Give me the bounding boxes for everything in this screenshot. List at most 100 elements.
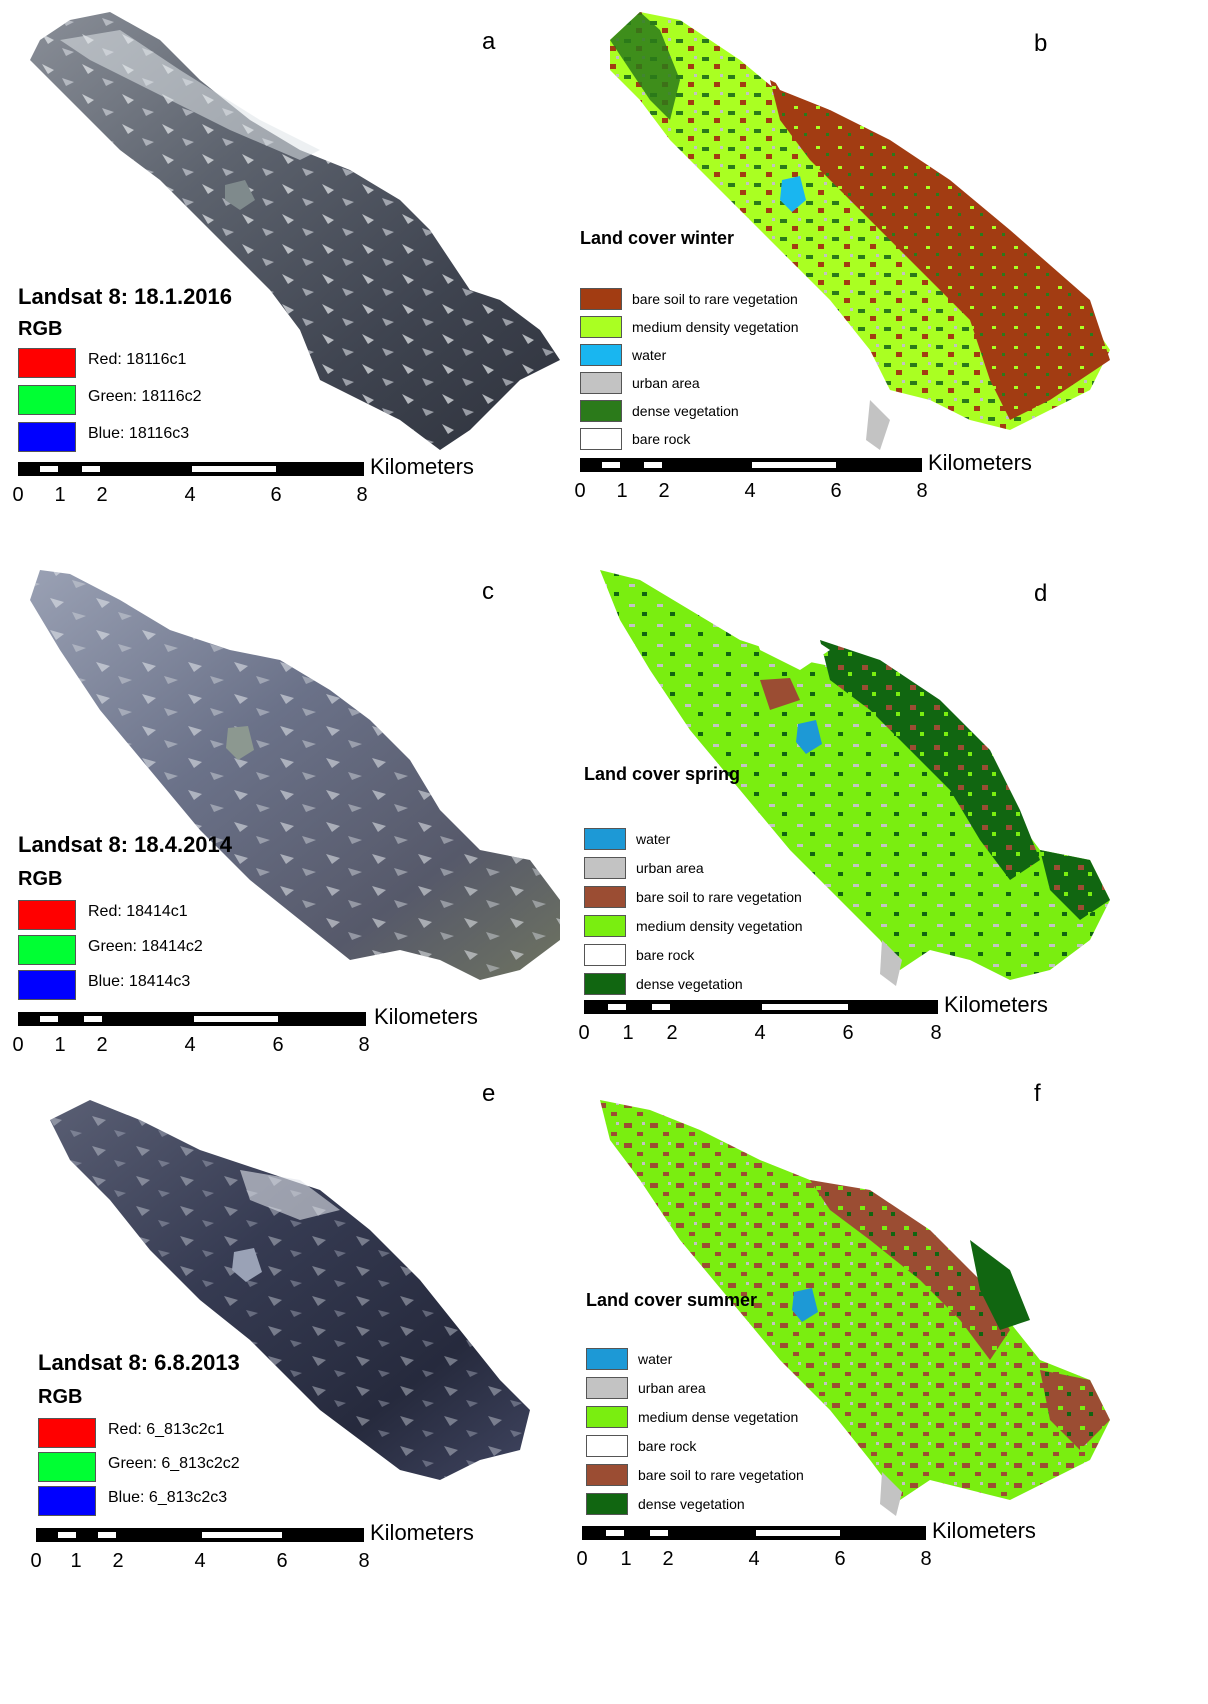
legend-swatch [584, 973, 626, 995]
scale-tick: 4 [748, 1548, 760, 1570]
legend-label: water [632, 347, 667, 363]
scale-tick: 2 [662, 1548, 674, 1570]
legend-label: water [638, 1351, 673, 1367]
panel-letter: c [482, 578, 494, 605]
scale-tick: 1 [54, 484, 66, 506]
legend-label: urban area [638, 1380, 706, 1396]
legend-label: water [636, 831, 671, 847]
panel-f-landcover-summer: f Land cover summer water urban area med… [570, 1080, 1208, 1704]
legend-swatch [580, 288, 622, 310]
legend-label: medium density vegetation [636, 918, 803, 934]
satellite-date-title: Landsat 8: 6.8.2013 [38, 1350, 240, 1375]
legend-swatch [584, 886, 626, 908]
band-blue-label: Blue: 18414c3 [88, 973, 191, 990]
scale-tick: 8 [356, 484, 368, 506]
legend-swatch [580, 428, 622, 450]
panel-letter: a [482, 28, 496, 55]
scale-tick: 4 [744, 480, 756, 502]
legend-label: dense vegetation [632, 403, 739, 419]
scale-bar: Kilometers 0 1 2 4 6 8 [30, 1520, 506, 1578]
band-green-swatch [38, 1452, 96, 1482]
legend-swatch [580, 344, 622, 366]
scale-tick: 4 [184, 484, 196, 506]
legend-swatch [586, 1435, 628, 1457]
legend-swatch [586, 1348, 628, 1370]
band-green-swatch [18, 935, 76, 965]
scale-tick: 8 [916, 480, 928, 502]
panel-letter: d [1034, 580, 1048, 607]
band-red-label: Red: 18414c1 [88, 903, 188, 920]
landcover-map-f [600, 1100, 1110, 1516]
scale-tick: 1 [620, 1548, 632, 1570]
scale-bar-line [584, 1000, 938, 1014]
legend-swatch [586, 1493, 628, 1515]
band-red-label: Red: 6_813c2c1 [108, 1421, 225, 1438]
satellite-map-a [30, 12, 560, 450]
scale-tick: 2 [666, 1022, 678, 1044]
band-green-swatch [18, 385, 76, 415]
legend-swatch [584, 915, 626, 937]
scale-tick: 2 [96, 484, 108, 506]
scale-tick: 6 [834, 1548, 846, 1570]
satellite-map-e [50, 1100, 530, 1480]
scale-tick: 0 [12, 1034, 24, 1056]
scale-unit: Kilometers [370, 1520, 474, 1545]
rgb-heading: RGB [18, 868, 63, 890]
scale-tick: 2 [112, 1550, 124, 1572]
scale-tick: 6 [270, 484, 282, 506]
scale-unit: Kilometers [932, 1518, 1036, 1543]
scale-bar-line [582, 1526, 926, 1540]
panel-letter: f [1034, 1080, 1041, 1107]
scale-tick: 2 [96, 1034, 108, 1056]
scale-unit: Kilometers [374, 1004, 478, 1029]
legend-label: bare rock [632, 431, 691, 447]
legend-label: bare soil to rare vegetation [636, 889, 802, 905]
legend-swatch [584, 828, 626, 850]
scale-tick: 4 [194, 1550, 206, 1572]
rgb-heading: RGB [18, 318, 63, 340]
scale-tick: 1 [54, 1034, 66, 1056]
scale-tick: 4 [184, 1034, 196, 1056]
band-red-swatch [18, 900, 76, 930]
legend-label: bare soil to rare vegetation [638, 1467, 804, 1483]
scale-tick: 0 [578, 1022, 590, 1044]
legend-swatch [580, 400, 622, 422]
landcover-title: Land cover spring [584, 764, 741, 784]
band-green-label: Green: 18414c2 [88, 938, 203, 955]
legend-label: urban area [632, 375, 700, 391]
legend-swatch [580, 316, 622, 338]
legend-label: medium density vegetation [632, 319, 799, 335]
scale-tick: 2 [658, 480, 670, 502]
scale-tick: 8 [920, 1548, 932, 1570]
legend-swatch [584, 944, 626, 966]
scale-bar: Kilometers 0 1 2 4 6 8 [574, 450, 1060, 508]
scale-tick: 8 [930, 1022, 942, 1044]
scale-unit: Kilometers [928, 450, 1032, 475]
legend-swatch [586, 1406, 628, 1428]
scale-tick: 8 [358, 1034, 370, 1056]
panel-d-landcover-spring: d Land cover spring water urban area bar… [570, 560, 1208, 1080]
scale-bar-line [580, 458, 922, 472]
band-green-label: Green: 6_813c2c2 [108, 1455, 240, 1472]
scale-tick: 0 [30, 1550, 42, 1572]
scale-tick: 0 [576, 1548, 588, 1570]
panel-letter: b [1034, 30, 1048, 57]
panel-e-satellite-summer: e Landsat 8: 6.8.2013 RGB Red: 6_813c2c1… [0, 1080, 604, 1704]
rgb-heading: RGB [38, 1386, 83, 1408]
band-red-label: Red: 18116c1 [88, 351, 187, 368]
legend-swatch [584, 857, 626, 879]
scale-bar: Kilometers 0 1 2 4 6 8 [12, 454, 488, 512]
scale-bar-line [36, 1528, 364, 1542]
landcover-map-b [610, 12, 1110, 450]
band-blue-label: Blue: 18116c3 [88, 425, 190, 442]
scale-bar-line [18, 1012, 366, 1026]
band-blue-label: Blue: 6_813c2c3 [108, 1489, 228, 1506]
scale-tick: 0 [12, 484, 24, 506]
scale-bar: Kilometers 0 1 2 4 6 8 [576, 1518, 1072, 1576]
legend-label: medium dense vegetation [638, 1409, 799, 1425]
legend-label: dense vegetation [636, 976, 743, 992]
scale-tick: 6 [830, 480, 842, 502]
legend-label: bare soil to rare vegetation [632, 291, 798, 307]
legend-label: bare rock [636, 947, 695, 963]
scale-tick: 1 [622, 1022, 634, 1044]
